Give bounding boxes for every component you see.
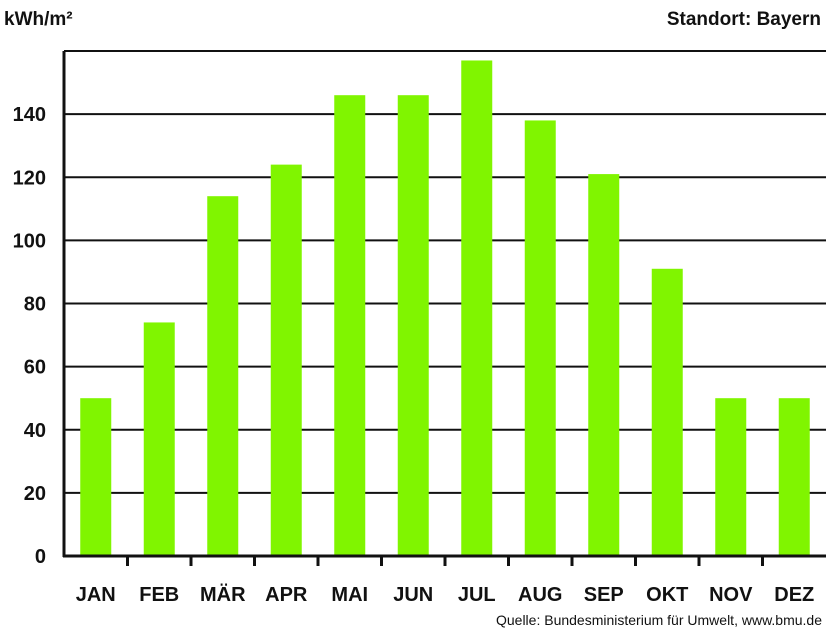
bar-apr [270,164,302,556]
y-tick-label-60: 60 [24,357,46,379]
bar-okt [651,268,683,556]
x-tick-label-jul: JUL [458,584,496,606]
y-tick-label-80: 80 [24,294,46,316]
y-tick-label-0: 0 [35,546,46,568]
x-tick-label-mai: MAI [331,584,368,606]
y-tick-label-20: 20 [24,483,46,505]
bar-feb [143,322,175,556]
y-axis-unit-label: kWh/m² [4,9,73,30]
grid-lines [64,50,826,494]
x-tick-label-okt: OKT [646,584,688,606]
source-note: Quelle: Bundesministerium für Umwelt, ww… [496,612,822,628]
x-tick-label-jan: JAN [76,584,116,606]
bar-mai [334,95,366,556]
x-tick-labels: JAN FEB MÄR APR MAI JUN JUL AUG SEP OKT NOV DEZ [76,583,815,606]
y-tick-label-40: 40 [24,420,46,442]
bar-jun [397,95,429,556]
x-tick-label-nov: NOV [709,584,753,606]
bar-jul [461,60,493,556]
x-tick-label-jun: JUN [393,584,433,606]
location-annotation: Standort: Bayern [667,9,821,30]
bar-aug [524,120,556,556]
bar-dez [778,398,810,556]
bar-sep [588,174,620,556]
y-tick-label-120: 120 [13,167,46,189]
y-tick-label-140: 140 [13,104,46,126]
bar-nov [715,398,747,556]
bars [80,60,810,556]
x-tick-label-feb: FEB [139,584,179,606]
x-tick-label-aug: AUG [518,584,562,606]
bar-mär [207,196,239,556]
axes [62,51,826,566]
y-tick-labels: 0 20 40 60 80 100 120 140 [13,104,46,568]
x-tick-label-apr: APR [265,584,308,606]
bar-jan [80,398,112,556]
x-tick-label-sep: SEP [584,584,624,606]
y-tick-label-100: 100 [13,230,46,252]
x-tick-label-mär: MÄR [200,583,246,606]
x-tick-label-dez: DEZ [774,584,814,606]
